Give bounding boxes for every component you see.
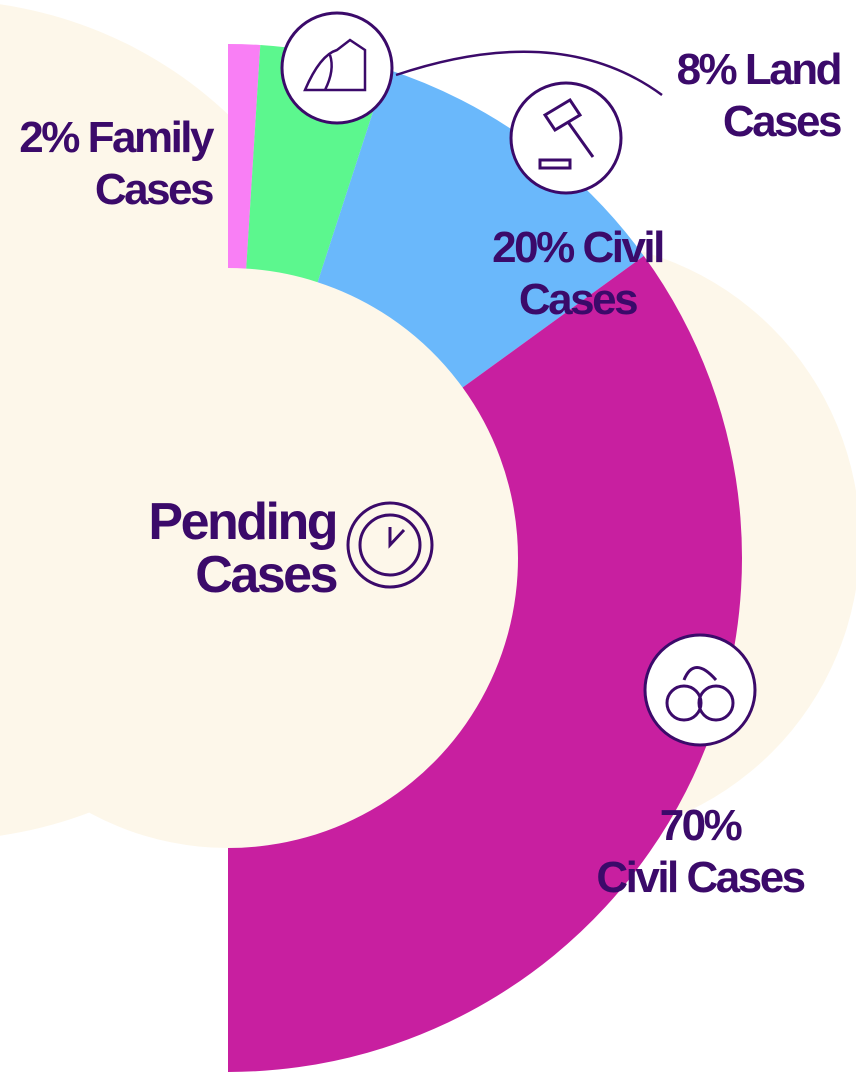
slices bbox=[228, 44, 742, 1072]
land-icon bbox=[280, 11, 394, 125]
criminal-icon bbox=[643, 633, 757, 747]
gavel-art bbox=[538, 97, 595, 170]
slice bbox=[228, 44, 261, 269]
value-label: 8% bbox=[676, 45, 738, 94]
category-label: Civil Cases bbox=[518, 223, 665, 324]
cuff-art bbox=[665, 684, 703, 722]
center-title: Pending Cases bbox=[148, 493, 338, 605]
icons bbox=[280, 11, 757, 747]
land-icon-art bbox=[303, 38, 367, 92]
value-label: 70% bbox=[659, 801, 743, 850]
slice-label: 2% Family Cases bbox=[0, 112, 215, 216]
clock-icon bbox=[346, 501, 434, 589]
connector bbox=[395, 50, 663, 97]
slice-label: 70% Civil Cases bbox=[590, 800, 810, 904]
cuff-art bbox=[697, 684, 735, 722]
slice-label: 20% Civil Cases bbox=[470, 222, 685, 326]
clock-icon bbox=[358, 513, 422, 577]
slice bbox=[228, 255, 742, 1072]
slice bbox=[317, 69, 644, 388]
slice-label: 8% Land Cases bbox=[640, 44, 843, 148]
civil-icon bbox=[509, 81, 623, 195]
value-label: 2% bbox=[19, 113, 80, 162]
value-label: 20% bbox=[492, 223, 575, 272]
cuff-art bbox=[682, 666, 718, 681]
category-label: Family Cases bbox=[87, 113, 215, 214]
category-label: Land Cases bbox=[722, 45, 843, 146]
donut-hole bbox=[0, 268, 518, 848]
clock-hands bbox=[388, 527, 406, 549]
category-label: Civil Cases bbox=[596, 852, 806, 902]
